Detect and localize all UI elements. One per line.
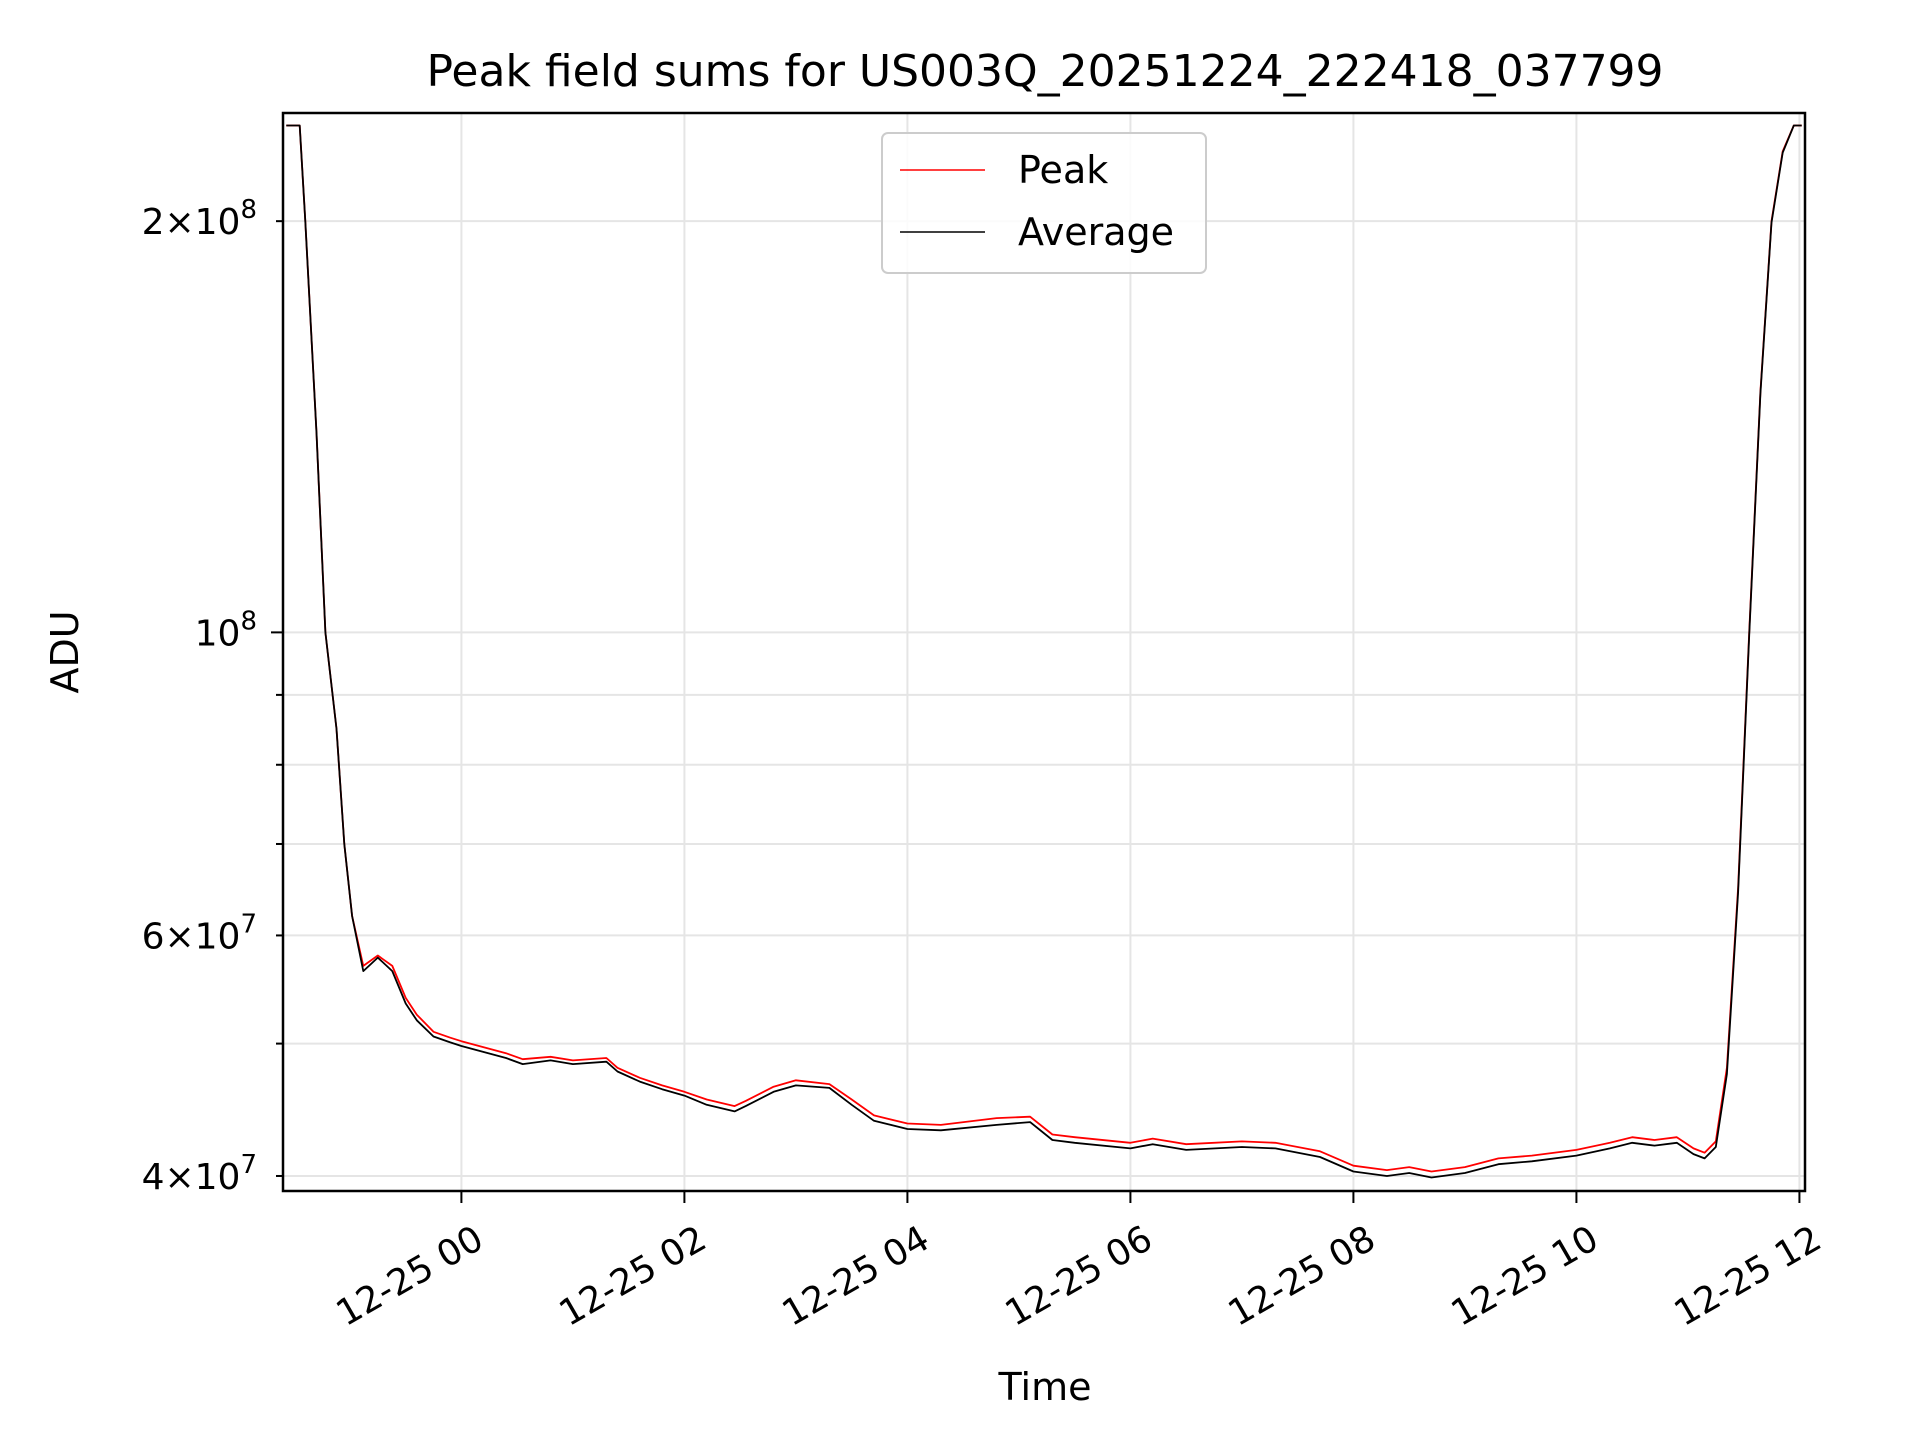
legend: Peak Average [881,132,1207,274]
y-tick-label: 108 [195,606,257,654]
legend-peak-label: Peak [1018,148,1108,192]
chart-title: Peak field sums for US003Q_20251224_2224… [426,46,1663,97]
plot-frame [281,111,1807,1193]
series-line-peak [286,124,1802,1173]
series-layer [286,124,1802,1179]
y-axis: 108 4×107 6×107 2×108 [142,195,283,1198]
legend-average-label: Average [1018,210,1174,254]
series-line-average [286,124,1802,1179]
y-tick-label: 6×107 [142,909,257,957]
x-axis-label: Time [998,1365,1092,1409]
y-tick-label: 2×108 [142,195,257,243]
legend-box [881,132,1207,274]
y-tick-label: 4×107 [142,1150,257,1198]
y-axis-label: ADU [43,610,87,693]
